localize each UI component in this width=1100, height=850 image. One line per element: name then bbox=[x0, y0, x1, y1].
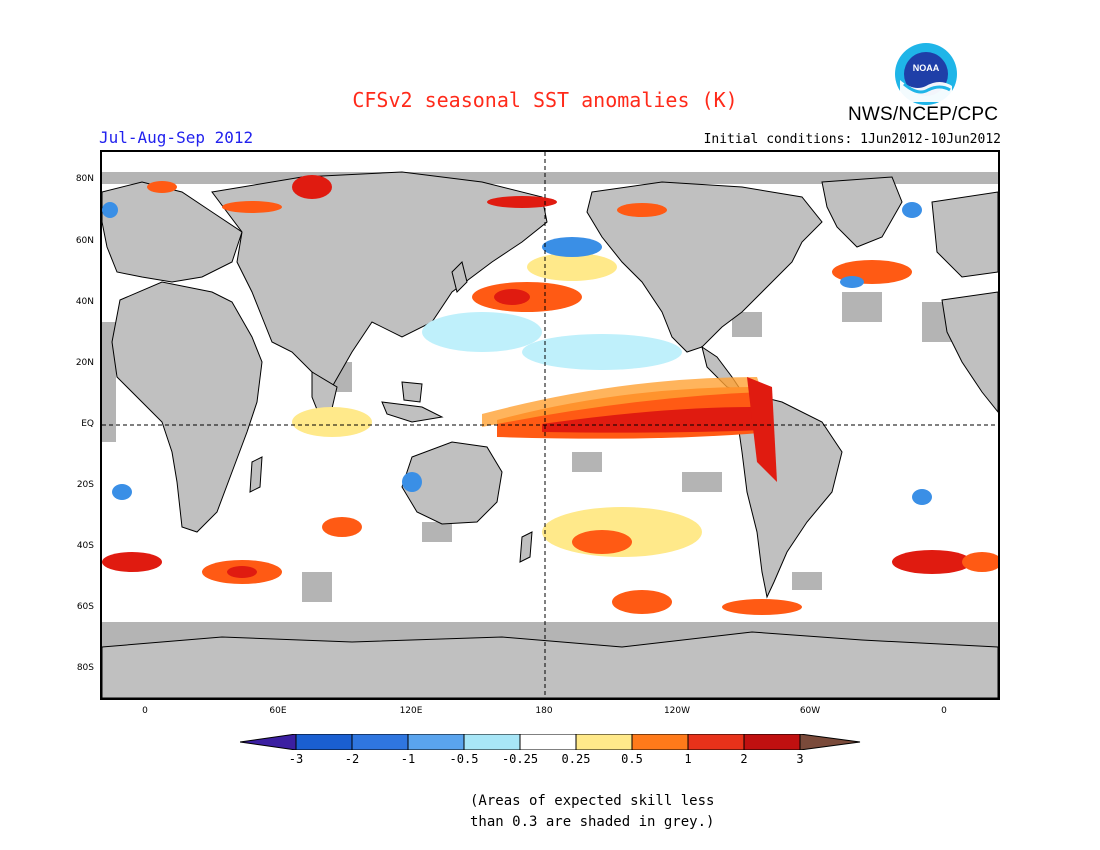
arctic-warm-4 bbox=[147, 181, 177, 193]
colorbar-bin-2 bbox=[351, 734, 409, 750]
skill-note-line-1: (Areas of expected skill less bbox=[470, 793, 715, 809]
australia-nw-cool bbox=[402, 472, 422, 492]
colorbar-label-neg2: -2 bbox=[344, 752, 360, 766]
s-pacific-warm-2 bbox=[722, 599, 802, 615]
north-atlantic-cool bbox=[840, 276, 864, 288]
greenland-landmass bbox=[821, 176, 903, 248]
colorbar-label-neg1: -1 bbox=[400, 752, 416, 766]
colorbar-bin-9 bbox=[743, 734, 801, 750]
map-title: CFSv2 seasonal SST anomalies (K) bbox=[352, 88, 738, 112]
arctic-warm-2 bbox=[222, 201, 282, 213]
asia-landmass bbox=[211, 171, 548, 388]
s-atlantic-cool bbox=[112, 484, 132, 500]
australia-landmass bbox=[401, 441, 503, 525]
central-pacific-cool bbox=[522, 334, 682, 370]
sw-indian-warm bbox=[102, 552, 162, 572]
enso-tongue-edge bbox=[482, 377, 762, 427]
lon-label-0-right: 0 bbox=[941, 706, 947, 716]
land-masses bbox=[102, 171, 998, 698]
indonesia-landmass bbox=[381, 401, 444, 423]
lon-label-60e: 60E bbox=[269, 706, 287, 716]
skill-note-line-2: than 0.3 are shaded in grey.) bbox=[470, 814, 715, 830]
lat-label-60n: 60N bbox=[75, 236, 94, 246]
colorbar bbox=[240, 734, 861, 750]
arctic-warm-3 bbox=[487, 196, 557, 208]
map-canvas bbox=[102, 152, 998, 698]
enso-tongue-core bbox=[542, 407, 762, 433]
colorbar-label-pos025: 0.25 bbox=[561, 752, 591, 766]
lon-label-120e: 120E bbox=[399, 706, 423, 716]
madagascar-landmass bbox=[249, 456, 263, 493]
japan-landmass bbox=[451, 261, 468, 293]
nw-atlantic-cool bbox=[902, 202, 922, 218]
indian-ocean-yellow bbox=[292, 407, 372, 437]
sst-anomaly-patches bbox=[102, 175, 998, 615]
peru-warm bbox=[747, 377, 777, 482]
africa-wrap-landmass bbox=[941, 291, 998, 413]
colorbar-label-pos1: 1 bbox=[684, 752, 692, 766]
africa-landmass bbox=[111, 281, 263, 533]
s-atlantic-warm-2 bbox=[892, 550, 972, 574]
south-atlantic-warm-core bbox=[227, 566, 257, 578]
agency-label: NWS/NCEP/CPC bbox=[848, 104, 999, 125]
antarctica-landmass bbox=[102, 631, 998, 698]
bering-cool bbox=[542, 237, 602, 257]
colorbar-label-pos2: 2 bbox=[740, 752, 748, 766]
europe-wrap-landmass bbox=[931, 191, 998, 278]
europe-landmass bbox=[102, 181, 243, 283]
lat-label-60s: 60S bbox=[76, 602, 94, 612]
lon-label-120w: 120W bbox=[663, 706, 691, 716]
colorbar-bin-4 bbox=[463, 734, 521, 750]
s-atlantic-cool-2 bbox=[912, 489, 932, 505]
colorbar-over-arrow bbox=[799, 734, 861, 750]
arctic-warm-1 bbox=[292, 175, 332, 199]
lat-label-eq: EQ bbox=[81, 419, 94, 429]
north-pacific-yellow bbox=[527, 253, 617, 281]
season-label: Jul-Aug-Sep 2012 bbox=[99, 128, 254, 147]
lat-label-40n: 40N bbox=[75, 297, 94, 307]
colorbar-bin-6 bbox=[575, 734, 633, 750]
colorbar-bin-7 bbox=[631, 734, 689, 750]
lon-label-0: 0 bbox=[142, 706, 148, 716]
lat-label-20n: 20N bbox=[75, 358, 94, 368]
north-pacific-cool bbox=[422, 312, 542, 352]
colorbar-bin-1 bbox=[295, 734, 353, 750]
colorbar-bin-3 bbox=[407, 734, 465, 750]
noaa-logo-text: NOAA bbox=[913, 63, 940, 73]
skill-note: (Areas of expected skill less than 0.3 a… bbox=[470, 791, 730, 833]
colorbar-label-neg3: -3 bbox=[288, 752, 304, 766]
nw-atlantic-cool-2 bbox=[102, 202, 118, 218]
colorbar-label-neg025: -0.25 bbox=[501, 752, 539, 766]
lat-label-80s: 80S bbox=[76, 663, 94, 673]
s-pacific-warm-1 bbox=[612, 590, 672, 614]
sst-anomaly-map bbox=[100, 150, 1000, 700]
lat-label-80n: 80N bbox=[75, 174, 94, 184]
colorbar-label-pos3: 3 bbox=[796, 752, 804, 766]
lat-label-20s: 20S bbox=[76, 480, 94, 490]
colorbar-label-neg05: -0.5 bbox=[449, 752, 479, 766]
borneo-landmass bbox=[401, 381, 423, 403]
noaa-logo: NOAA bbox=[895, 43, 957, 105]
colorbar-bin-8 bbox=[687, 734, 745, 750]
s-atlantic-warm-3 bbox=[962, 552, 998, 572]
lon-label-60w: 60W bbox=[799, 706, 821, 716]
colorbar-label-pos05: 0.5 bbox=[621, 752, 643, 766]
colorbar-under-arrow bbox=[240, 734, 297, 750]
colorbar-bin-5 bbox=[519, 734, 577, 750]
indian-ocean-warm bbox=[322, 517, 362, 537]
north-america-landmass bbox=[586, 181, 823, 353]
s-pacific-orange-band bbox=[572, 530, 632, 554]
lat-label-40s: 40S bbox=[76, 541, 94, 551]
lon-label-180: 180 bbox=[535, 706, 553, 716]
arctic-warm-5 bbox=[617, 203, 667, 217]
north-pacific-warm-core bbox=[494, 289, 530, 305]
initial-conditions-label: Initial conditions: 1Jun2012-10Jun2012 bbox=[703, 132, 1001, 147]
new-zealand-landmass bbox=[519, 531, 533, 563]
